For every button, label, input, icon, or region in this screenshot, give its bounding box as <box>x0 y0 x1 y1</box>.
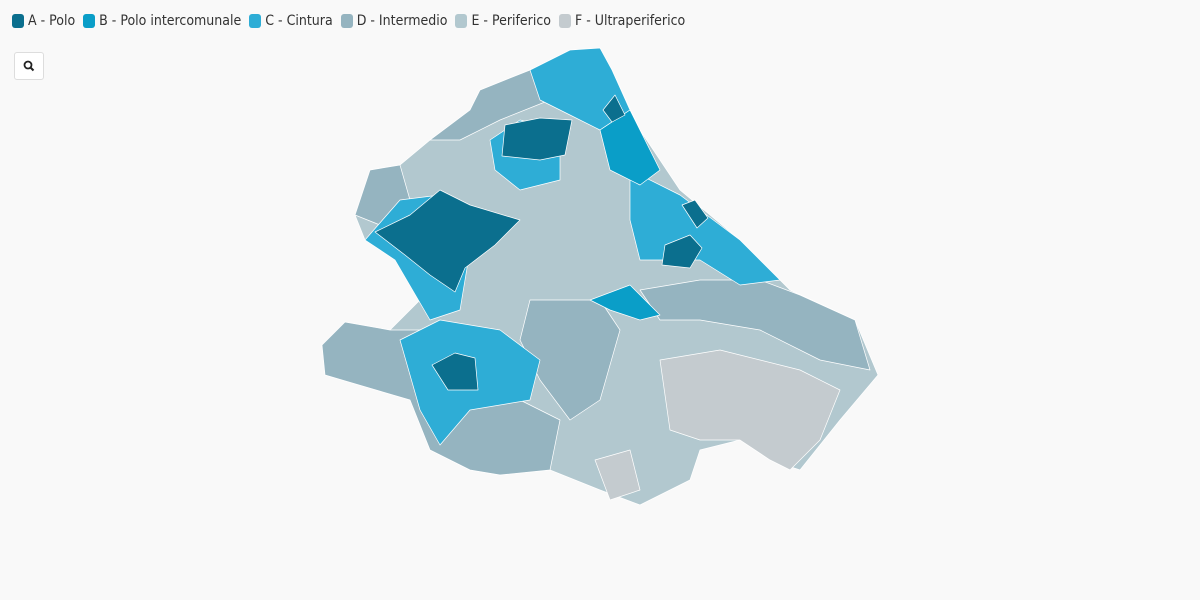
legend-swatch <box>249 14 262 28</box>
legend: A - Polo B - Polo intercomunale C - Cintur… <box>12 13 685 29</box>
legend-item[interactable]: F - Ultraperiferico <box>558 13 686 29</box>
legend-item[interactable]: A - Polo <box>12 13 75 29</box>
region <box>594 449 641 501</box>
region <box>602 94 626 123</box>
region <box>661 234 703 269</box>
legend-swatch <box>12 14 24 28</box>
legend-label: E - Periferico <box>471 13 551 29</box>
legend-item[interactable]: D - Intermedio <box>340 13 448 29</box>
legend-swatch <box>340 14 353 28</box>
legend-swatch <box>83 14 96 28</box>
legend-label: A - Polo <box>28 13 76 29</box>
region <box>659 349 841 471</box>
legend-item[interactable]: E - Periferico <box>455 13 551 29</box>
legend-swatch <box>455 14 468 28</box>
legend-swatch <box>558 14 571 28</box>
search-button[interactable] <box>14 52 44 80</box>
legend-label: B - Polo intercomunale <box>99 13 242 29</box>
region <box>374 189 521 293</box>
region <box>599 109 661 186</box>
legend-item[interactable]: B - Polo intercomunale <box>83 13 241 29</box>
legend-label: C - Cintura <box>265 13 333 29</box>
search-icon <box>23 60 35 72</box>
region <box>681 199 709 229</box>
region <box>501 117 573 161</box>
legend-label: F - Ultraperiferico <box>574 13 686 29</box>
region <box>431 352 479 391</box>
legend-label: D - Intermedio <box>356 13 448 29</box>
region <box>589 284 661 321</box>
legend-item[interactable]: C - Cintura <box>249 13 333 29</box>
